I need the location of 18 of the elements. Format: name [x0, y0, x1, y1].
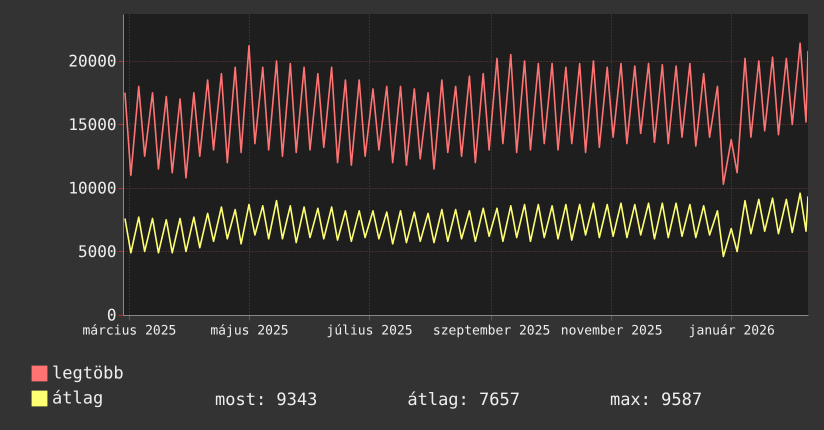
x-tick-label: január 2026 [688, 324, 775, 338]
text: max: 9587 [610, 390, 702, 410]
line-series [124, 42, 808, 185]
y-tick-label: 20000 [68, 51, 116, 70]
y-tick-label: 5000 [78, 242, 116, 261]
y-tick-label: 0 [106, 306, 116, 324]
y-tick-label: 15000 [68, 114, 116, 134]
text: átlag: 7657 [407, 390, 520, 410]
line-series [124, 192, 808, 258]
legend-label: átlag [52, 388, 104, 408]
x-tick-label: március 2025 [82, 324, 176, 338]
x-tick-label: július 2025 [326, 324, 413, 338]
x-tick-label: november 2025 [560, 324, 663, 338]
y-tick-label: 10000 [68, 178, 116, 198]
legend-label: legtöbb [52, 364, 124, 384]
text: most: 9343 [215, 390, 318, 410]
x-tick-label: szeptember 2025 [432, 324, 550, 338]
x-tick-label: május 2025 [210, 324, 289, 338]
